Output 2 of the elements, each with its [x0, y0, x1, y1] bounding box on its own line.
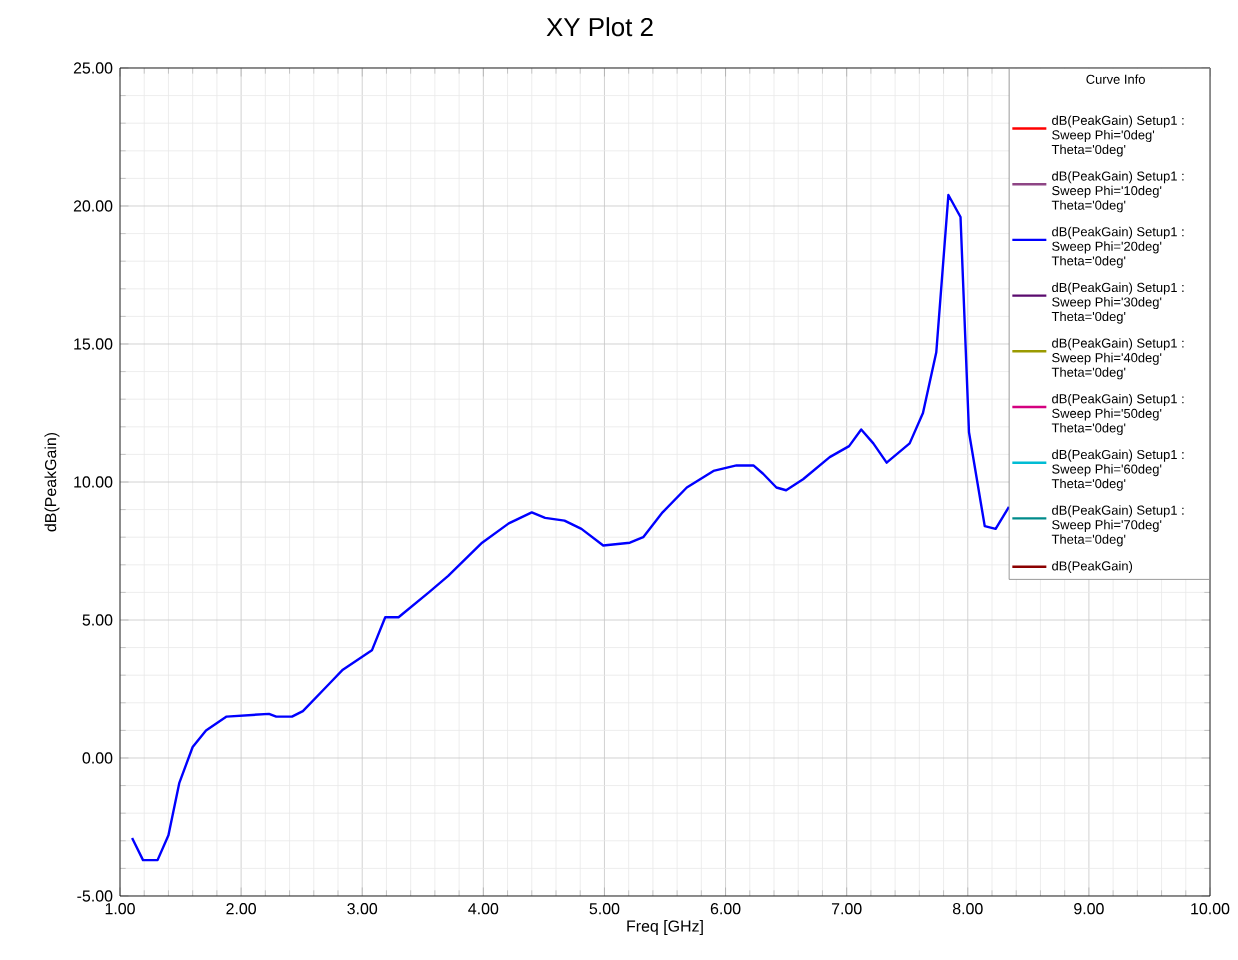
- chart-title: XY Plot 2: [546, 17, 653, 37]
- line-series: [130, 193, 1011, 862]
